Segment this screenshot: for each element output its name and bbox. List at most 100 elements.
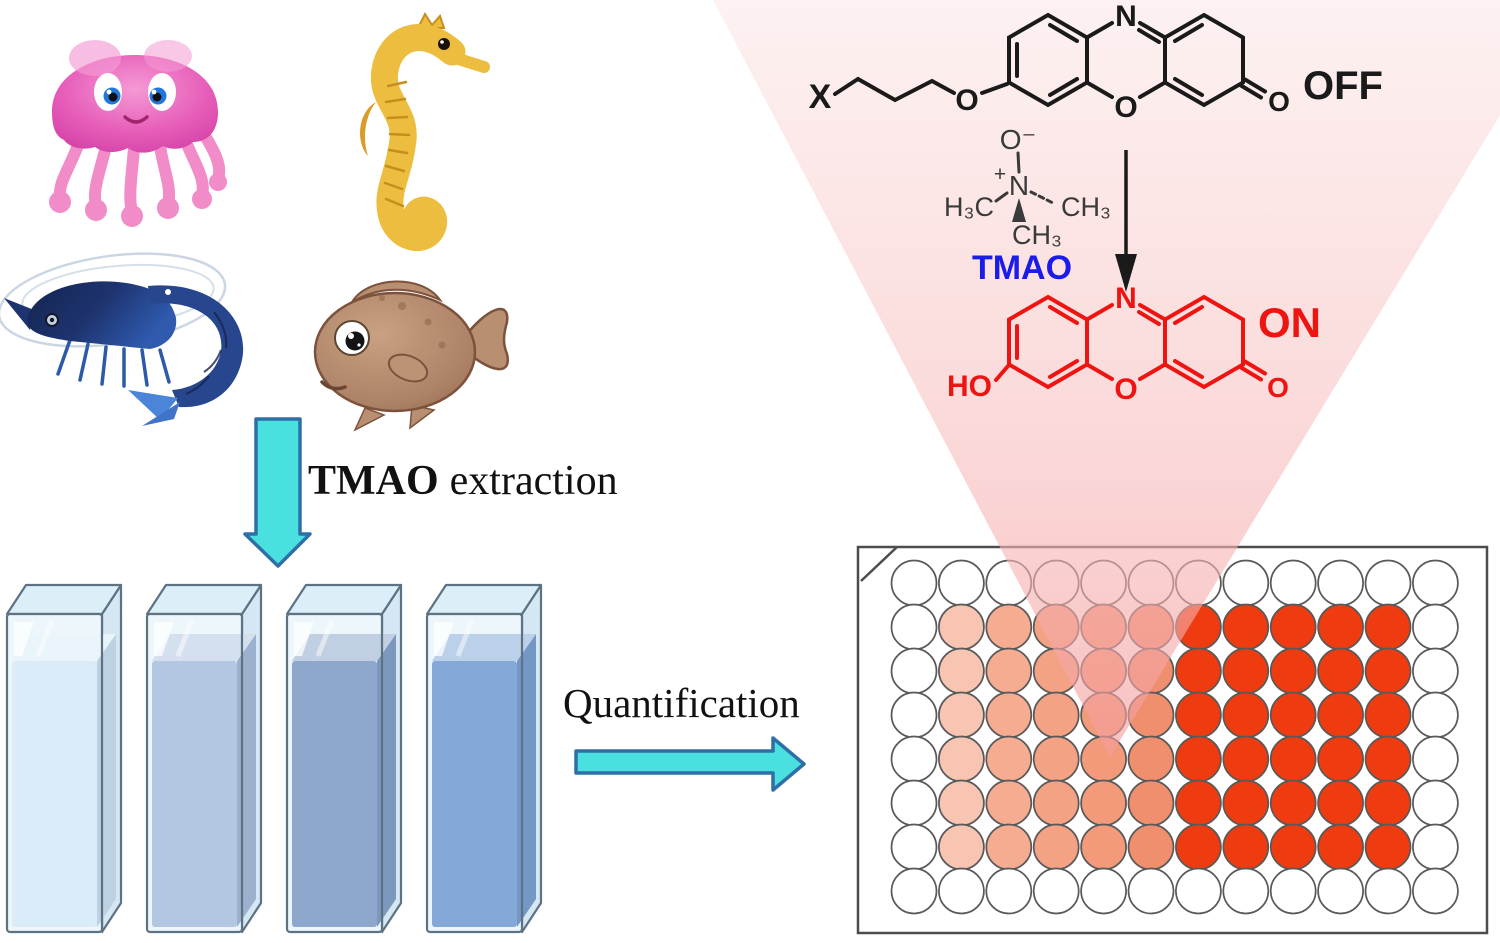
seahorse-dorsal-fin <box>360 102 376 156</box>
well-C12 <box>1412 647 1459 695</box>
cuvette-3 <box>285 583 403 934</box>
jellyfish-tentacle-tips <box>49 173 227 227</box>
well-H12 <box>1412 867 1459 915</box>
well-E7 <box>1175 735 1222 783</box>
well-E10 <box>1317 735 1364 783</box>
probe-on-n: N <box>1115 282 1137 315</box>
well-C2 <box>938 647 985 695</box>
fish-image <box>313 280 510 432</box>
cuvette-2-liquid <box>152 661 237 927</box>
well-B3 <box>985 603 1033 651</box>
well-F3 <box>985 779 1033 827</box>
well-H4 <box>1032 867 1080 915</box>
extraction-label-rest: extraction <box>450 458 618 504</box>
extraction-down-arrow <box>243 417 312 568</box>
well-plate <box>856 545 1489 935</box>
well-D7 <box>1175 691 1222 739</box>
jellyfish-highlight <box>69 40 121 76</box>
well-C8 <box>1222 647 1270 695</box>
cuvette-row <box>5 583 543 934</box>
well-D3 <box>985 691 1033 739</box>
probe-off-ring-o: O <box>1114 91 1137 124</box>
shrimp-image <box>0 252 244 426</box>
well-D10 <box>1317 691 1364 739</box>
fish-mouth <box>320 380 347 391</box>
shrimp-pupil <box>49 317 55 323</box>
fish-body <box>313 291 477 413</box>
well-H5 <box>1080 867 1127 915</box>
shrimp-rostrum <box>4 298 34 330</box>
probe-off-bonds <box>833 12 1267 108</box>
shrimp-tail-fan <box>142 402 180 426</box>
well-C11 <box>1364 647 1412 695</box>
tmao-caption: TMAO <box>972 249 1072 287</box>
cuvette-2 <box>145 583 263 934</box>
well-H6 <box>1127 867 1175 915</box>
fish-pectoral-fin <box>387 353 429 383</box>
shrimp-speck <box>165 289 171 295</box>
well-B1 <box>890 603 938 651</box>
well-G7 <box>1175 823 1222 871</box>
well-B11 <box>1364 603 1412 651</box>
well-A8 <box>1222 559 1270 607</box>
reaction-arrow <box>1115 150 1137 292</box>
well-F10 <box>1317 779 1364 827</box>
cuvette-1 <box>5 583 123 934</box>
well-D4 <box>1032 691 1080 739</box>
well-A12 <box>1412 559 1459 607</box>
well-C9 <box>1269 647 1317 695</box>
probe-on-ho: HO <box>947 370 992 403</box>
probe-off-x-label: X <box>809 78 832 116</box>
seafood-images <box>0 11 510 432</box>
well-H9 <box>1269 867 1317 915</box>
tmao-methyl-right: CH₃ <box>1061 192 1111 222</box>
tmao-methyl-left: H₃C <box>944 192 994 222</box>
well-F9 <box>1269 779 1317 827</box>
well-F12 <box>1412 779 1459 827</box>
tmao-o-minus: O⁻ <box>1000 124 1037 155</box>
well-F1 <box>890 779 938 827</box>
well-H3 <box>985 867 1033 915</box>
jellyfish-smile <box>123 115 149 124</box>
well-D9 <box>1269 691 1317 739</box>
excitation-light-cone <box>713 0 1500 757</box>
well-E12 <box>1412 735 1459 783</box>
cuvette-3-liquid <box>292 661 377 927</box>
well-G8 <box>1222 823 1270 871</box>
well-F2 <box>938 779 985 827</box>
probe-off-labels: X O N O O OFF <box>809 0 1383 124</box>
well-E8 <box>1222 735 1270 783</box>
seahorse-ridges <box>383 80 411 208</box>
well-B12 <box>1412 603 1459 651</box>
well-E9 <box>1269 735 1317 783</box>
fish-spots <box>379 295 446 349</box>
well-A11 <box>1364 559 1412 607</box>
well-C10 <box>1317 647 1364 695</box>
well-H8 <box>1222 867 1270 915</box>
fish-eye <box>334 320 370 356</box>
well-A1 <box>890 559 938 607</box>
well-H1 <box>890 867 938 915</box>
well-C1 <box>890 647 938 695</box>
extraction-label: TMAO extraction <box>308 458 618 504</box>
well-G11 <box>1364 823 1412 871</box>
probe-off-carbonyl-o: O <box>1268 86 1290 117</box>
tmao-plus: + <box>994 163 1006 186</box>
probe-off-n: N <box>1115 0 1137 33</box>
well-D8 <box>1222 691 1270 739</box>
well-H7 <box>1175 867 1222 915</box>
shrimp-carapace <box>27 281 177 349</box>
seahorse-image <box>360 11 490 251</box>
well-G1 <box>890 823 938 871</box>
fish-dorsal-fin <box>351 280 443 303</box>
well-G10 <box>1317 823 1364 871</box>
well-H11 <box>1364 867 1412 915</box>
tmao-labels: O⁻ + N H₃C CH₃ CH₃ <box>944 124 1111 250</box>
well-E3 <box>985 735 1033 783</box>
probe-off-ether-o: O <box>955 84 978 117</box>
probe-off-structure: X O N O O OFF <box>809 0 1383 124</box>
probe-on-structure: HO N O O ON <box>947 282 1321 406</box>
well-F8 <box>1222 779 1270 827</box>
cuvette-4 <box>425 583 543 934</box>
well-C3 <box>985 647 1033 695</box>
